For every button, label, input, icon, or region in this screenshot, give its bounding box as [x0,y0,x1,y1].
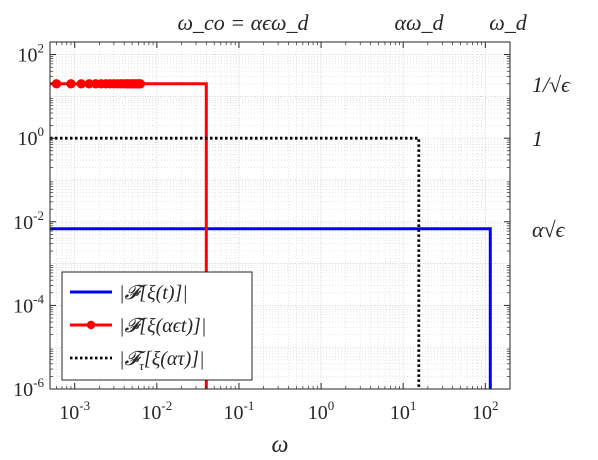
ticks [50,42,510,390]
x-tick-label: 10-1 [224,398,255,424]
y-tick-label: 10-6 [13,375,44,401]
series-line-3 [50,136,421,389]
x-tick-label: 10-3 [59,398,90,424]
x-tick-label: 100 [308,398,335,424]
x-tick-labels: 10-3 10-2 10-1 100 101 102 [59,398,498,424]
legend: |𝓕[ξ(t)]| |𝓕[ξ(αϵt)]| |𝓕τ[ξ(ατ)]| [61,271,253,381]
right-annotation: 1 [532,126,543,151]
x-tick-label: 10-2 [141,398,172,424]
annotations: ω_co = αϵω_d αω_d ω_d 1/√ϵ 1 α√ϵ [177,10,571,242]
top-annotation: ω_d [489,10,528,35]
right-annotation: α√ϵ [532,217,566,242]
legend-label-1: |𝓕[ξ(t)]| [119,282,188,304]
top-annotation: αω_d [394,10,444,35]
y-tick-label: 100 [18,124,45,150]
y-tick-label: 10-4 [13,291,44,317]
legend-label-3: |𝓕τ[ξ(ατ)]| [119,348,205,373]
legend-marker [86,320,96,330]
right-annotation: 1/√ϵ [532,72,571,97]
x-tick-label: 102 [472,398,499,424]
y-tick-labels: 102 100 10-2 10-4 10-6 [13,41,44,401]
series-marker [76,79,86,89]
series-marker [51,79,62,89]
series-line-1 [50,227,492,389]
series-marker [135,79,146,89]
x-tick-label: 101 [390,398,417,424]
y-tick-label: 10-2 [13,208,44,234]
top-annotation: ω_co = αϵω_d [177,10,309,35]
grid [50,42,510,390]
y-tick-label: 102 [18,41,45,67]
series-marker [66,79,76,89]
legend-label-2: |𝓕[ξ(αϵt)]| [119,315,206,337]
x-axis-label: ω [272,432,289,458]
plot-frame [49,41,511,390]
